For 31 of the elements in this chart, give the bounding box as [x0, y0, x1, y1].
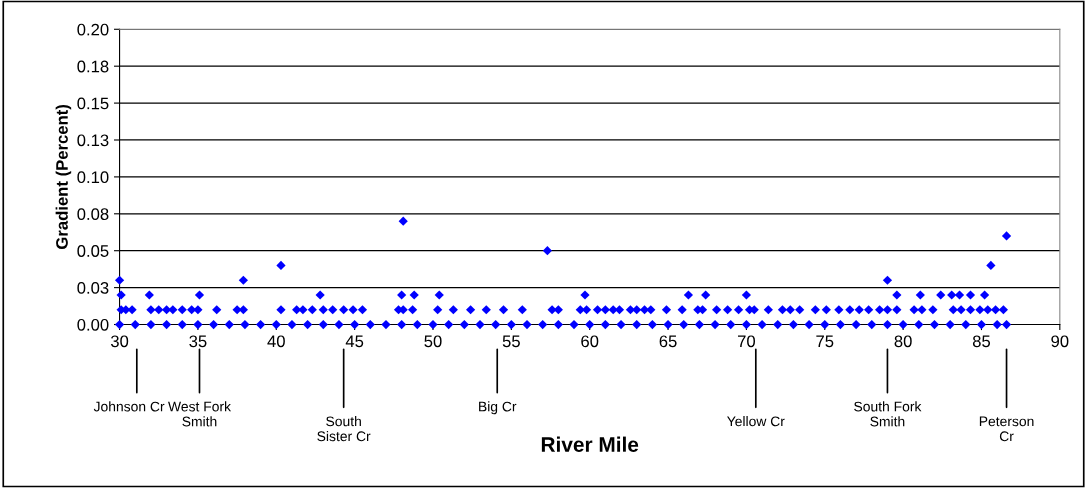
y-tick-label: 0.00	[77, 318, 109, 331]
x-tick-label: 90	[1051, 335, 1069, 348]
annotation: Peterson Cr	[979, 416, 1034, 442]
annotation: West Fork Smith	[168, 401, 232, 427]
y-tick-label: 0.08	[77, 208, 109, 221]
x-tick-label: 35	[189, 335, 207, 348]
y-tick-label: 0.03	[77, 282, 109, 294]
x-axis-title: River Mile	[541, 436, 639, 452]
x-tick-label: 65	[659, 335, 677, 348]
x-tick-label: 70	[737, 335, 756, 348]
x-tick-label: 85	[972, 335, 991, 348]
x-tick-label: 50	[424, 335, 442, 348]
y-tick-label: 0.13	[77, 134, 109, 147]
annotation: Yellow Cr	[727, 416, 785, 427]
x-tick-label: 55	[502, 335, 520, 348]
y-tick-label: 0.15	[77, 97, 109, 110]
annotation: South Sister Cr	[317, 416, 371, 442]
x-tick-label: 80	[894, 335, 912, 348]
y-tick-label: 0.05	[77, 245, 109, 257]
x-tick-label: 45	[345, 335, 364, 348]
y-tick-label: 0.20	[77, 23, 109, 36]
annotation: South Fork Smith	[854, 401, 922, 427]
annotation: Big Cr	[479, 401, 517, 415]
x-tick-label: 60	[581, 335, 599, 348]
x-tick-label: 40	[267, 335, 285, 348]
x-tick-label: 30	[110, 335, 129, 348]
annotation: Johnson Cr	[93, 401, 165, 412]
y-axis-title: Gradient (Percent)	[55, 105, 72, 249]
y-tick-label: 0.10	[77, 171, 109, 184]
x-tick-label: 75	[816, 335, 834, 348]
y-tick-label: 0.18	[77, 60, 109, 73]
